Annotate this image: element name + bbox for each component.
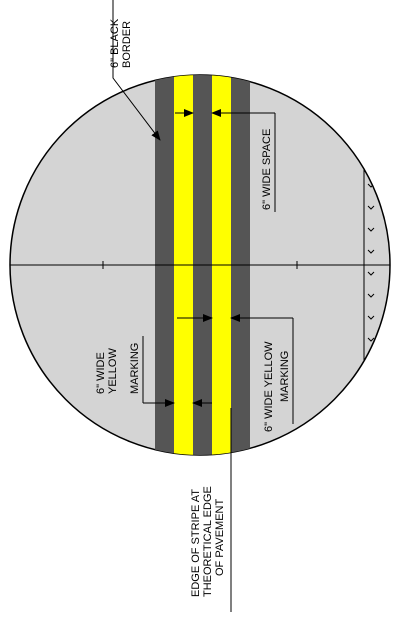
left-marking-label-line1: 6" WIDE (95, 352, 107, 394)
space-label: 6" WIDE SPACE (261, 129, 273, 210)
edge-hatch-marks (367, 183, 375, 342)
border-label-line1: 6" BLACK (109, 18, 121, 68)
edge-label-line1: EDGE OF STRIPE AT (190, 489, 202, 597)
black-border-left (155, 75, 174, 455)
edge-label-line2: THEORETICAL EDGE (202, 486, 214, 597)
border-label-line2: BORDER (121, 21, 133, 68)
edge-label-line3: OF PAVEMENT (214, 499, 226, 576)
left-marking-label-line3: MARKING (129, 343, 141, 394)
yellow-marking-right (212, 75, 231, 455)
yellow-marking-left (174, 75, 193, 455)
right-marking-label-line1: 6" WIDE YELLOW (263, 341, 275, 432)
black-space-center (193, 75, 212, 455)
left-marking-label-line2: YELLOW (107, 348, 119, 394)
border-leader (112, 0, 161, 141)
right-marking-label-line2: MARKING (279, 351, 291, 402)
black-border-right (231, 75, 250, 455)
